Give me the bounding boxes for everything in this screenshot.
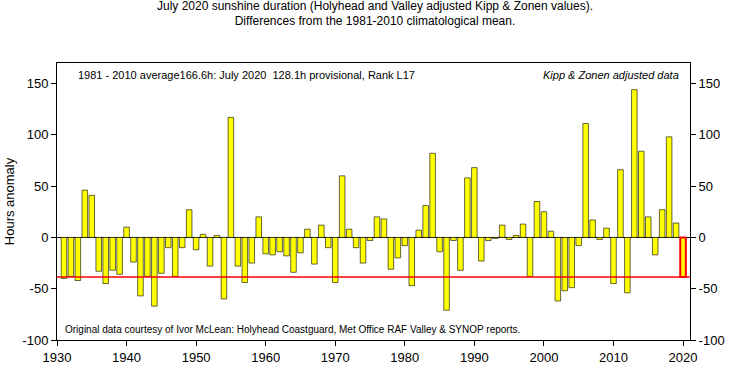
svg-text:-100: -100 <box>22 333 48 348</box>
svg-text:-50: -50 <box>699 281 718 296</box>
svg-text:0: 0 <box>699 230 706 245</box>
svg-text:150: 150 <box>27 76 49 91</box>
svg-text:100: 100 <box>27 127 49 142</box>
svg-text:1940: 1940 <box>112 350 141 365</box>
svg-text:1980: 1980 <box>390 350 419 365</box>
svg-text:150: 150 <box>699 76 721 91</box>
svg-text:Hours anomaly: Hours anomaly <box>2 157 17 245</box>
svg-text:50: 50 <box>34 179 48 194</box>
svg-text:1981 - 2010 average166.6h: Jul: 1981 - 2010 average166.6h: July 2020 128… <box>78 69 415 81</box>
svg-text:2010: 2010 <box>599 350 628 365</box>
svg-text:-100: -100 <box>699 333 725 348</box>
svg-text:July 2020 sunshine duration (H: July 2020 sunshine duration (Holyhead an… <box>157 0 593 28</box>
svg-text:1950: 1950 <box>182 350 211 365</box>
svg-text:-50: -50 <box>30 281 49 296</box>
svg-text:2000: 2000 <box>529 350 558 365</box>
svg-text:50: 50 <box>699 179 713 194</box>
svg-text:Kipp & Zonen adjusted data: Kipp & Zonen adjusted data <box>543 69 679 81</box>
svg-text:1970: 1970 <box>321 350 350 365</box>
svg-text:Original data courtesy of Ivor: Original data courtesy of Ivor McLean: H… <box>65 324 520 335</box>
svg-text:1990: 1990 <box>460 350 489 365</box>
svg-text:100: 100 <box>699 127 721 142</box>
svg-text:2020: 2020 <box>669 350 698 365</box>
svg-text:1930: 1930 <box>43 350 72 365</box>
svg-text:0: 0 <box>41 230 48 245</box>
svg-text:1960: 1960 <box>251 350 280 365</box>
